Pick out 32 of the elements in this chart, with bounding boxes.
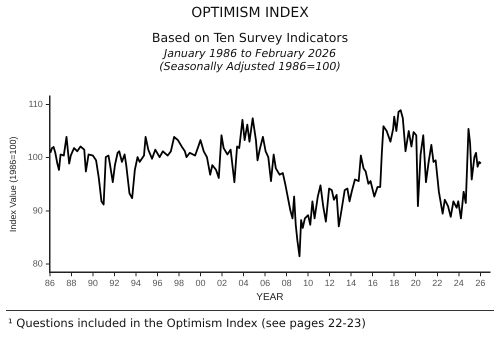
x-tick-label: 02	[217, 278, 228, 288]
x-tick-label: 06	[260, 278, 270, 288]
x-tick-label: 04	[238, 278, 249, 288]
x-tick-label: 98	[174, 278, 184, 288]
x-tick-label: 86	[44, 278, 55, 288]
y-tick-label: 80	[32, 258, 43, 269]
text: (Seasonally Adjusted 1986=100)	[159, 60, 341, 73]
y-tick-label: 90	[32, 205, 43, 216]
chart-title: OPTIMISM INDEX	[190, 5, 310, 21]
x-tick-label: 26	[475, 278, 486, 288]
x-tick-label: 12	[324, 278, 335, 288]
y-axis-title: Index Value (1986=100)	[8, 136, 18, 232]
x-tick-label: 92	[109, 278, 120, 288]
x-axis-title: YEAR	[256, 292, 284, 303]
x-tick-label: 00	[195, 278, 206, 288]
x-tick-label: 24	[454, 278, 464, 288]
x-tick-label: 10	[303, 278, 314, 288]
y-tick-label: 100	[28, 152, 43, 162]
x-tick-label: 08	[282, 278, 292, 288]
y-tick-label: 110	[28, 98, 43, 109]
x-tick-label: 88	[66, 278, 76, 288]
x-tick-label: 90	[88, 278, 98, 288]
x-tick-label: 22	[432, 278, 442, 288]
x-tick-label: 14	[346, 278, 356, 288]
x-tick-label: 16	[368, 278, 378, 288]
x-tick-label: 18	[389, 278, 400, 288]
x-tick-label: 20	[410, 278, 421, 288]
text: January 1986 to February 2026	[164, 47, 336, 60]
chart-subtitle: Based on Ten Survey Indicators	[150, 30, 350, 45]
text: ¹ Questions included in the Optimism Index (see pages 22-23)	[8, 316, 366, 330]
x-tick-label: 94	[130, 278, 141, 288]
x-tick-label: 96	[152, 278, 162, 288]
